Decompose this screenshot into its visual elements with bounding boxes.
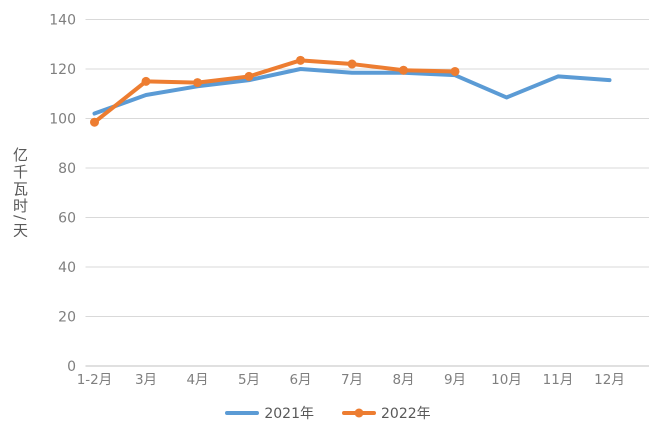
y-tick-label: 40 bbox=[58, 260, 76, 276]
y-tick-label: 60 bbox=[58, 211, 76, 227]
legend-label-2021: 2021年 bbox=[264, 406, 314, 422]
x-tick-label: 5月 bbox=[238, 372, 260, 388]
x-tick-label: 7月 bbox=[341, 372, 363, 388]
data-point-marker-2022年 bbox=[347, 59, 357, 69]
data-point-marker-2022年 bbox=[296, 55, 305, 65]
y-tick-label: 120 bbox=[49, 62, 76, 78]
series-line-2021年 bbox=[92, 67, 612, 116]
x-tick-label: 11月 bbox=[543, 372, 574, 388]
y-axis-title: 亿千瓦时/天 bbox=[11, 147, 29, 240]
x-tick-label: 3月 bbox=[135, 372, 157, 388]
x-tick-label: 12月 bbox=[594, 372, 625, 388]
data-point-marker-2022年 bbox=[193, 78, 202, 88]
x-tick-label: 1-2月 bbox=[77, 372, 113, 388]
y-tick-label: 100 bbox=[49, 112, 76, 128]
legend-line-swatch-2022 bbox=[342, 408, 376, 418]
y-tick-label: 80 bbox=[58, 161, 76, 177]
legend-line-swatch-2021 bbox=[225, 411, 260, 415]
series-line-2022年 bbox=[92, 58, 457, 125]
data-point-marker-2022年 bbox=[141, 76, 151, 86]
data-point-marker-2022年 bbox=[399, 65, 408, 75]
x-tick-label: 6月 bbox=[289, 372, 311, 388]
x-tick-label: 10月 bbox=[491, 372, 522, 388]
data-point-marker-2022年 bbox=[450, 66, 460, 76]
y-tick-label: 20 bbox=[58, 310, 76, 326]
legend-item-2022: 2022年 bbox=[342, 403, 431, 423]
x-tick-label: 9月 bbox=[444, 372, 466, 388]
data-point-marker-2022年 bbox=[90, 117, 99, 127]
legend-label-2022: 2022年 bbox=[381, 406, 431, 422]
legend-marker-dot-icon bbox=[354, 408, 364, 418]
y-tick-label: 0 bbox=[67, 359, 76, 375]
data-point-marker-2022年 bbox=[244, 71, 254, 81]
x-tick-label: 8月 bbox=[392, 372, 414, 388]
plot-area: 0 20 40 60 80 100 120 140 1-2月 3月 4月 5月 6月 7月 8月 9月 10月 1… bbox=[49, 13, 649, 388]
x-tick-label: 4月 bbox=[186, 372, 208, 388]
legend-item-2021: 2021年 bbox=[225, 403, 314, 423]
chart-legend: 2021年 2022年 bbox=[0, 401, 656, 425]
y-tick-label: 140 bbox=[49, 13, 76, 29]
